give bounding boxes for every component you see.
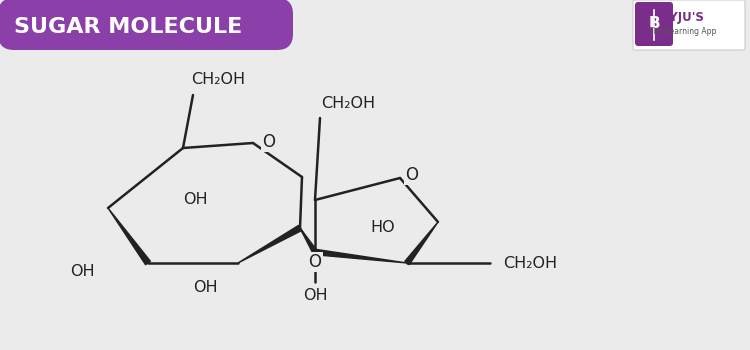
Text: OH: OH bbox=[183, 193, 207, 208]
Text: B: B bbox=[648, 16, 660, 32]
Polygon shape bbox=[315, 249, 407, 263]
Polygon shape bbox=[108, 208, 151, 265]
Text: CH₂OH: CH₂OH bbox=[321, 96, 375, 111]
Text: OH: OH bbox=[70, 265, 94, 280]
FancyBboxPatch shape bbox=[635, 2, 673, 46]
Text: O: O bbox=[308, 253, 322, 271]
Text: O: O bbox=[262, 133, 275, 151]
Polygon shape bbox=[238, 225, 302, 263]
Text: O: O bbox=[406, 166, 418, 184]
FancyBboxPatch shape bbox=[0, 0, 293, 50]
FancyBboxPatch shape bbox=[633, 0, 745, 50]
Text: CH₂OH: CH₂OH bbox=[191, 72, 245, 88]
Text: OH: OH bbox=[193, 280, 217, 294]
Polygon shape bbox=[405, 222, 438, 265]
Text: SUGAR MOLECULE: SUGAR MOLECULE bbox=[14, 17, 242, 37]
Text: BYJU'S: BYJU'S bbox=[662, 12, 704, 24]
Polygon shape bbox=[300, 228, 317, 253]
Text: The Learning App: The Learning App bbox=[650, 28, 717, 36]
Text: HO: HO bbox=[370, 220, 395, 236]
Text: CH₂OH: CH₂OH bbox=[503, 256, 557, 271]
Text: OH: OH bbox=[303, 288, 327, 303]
